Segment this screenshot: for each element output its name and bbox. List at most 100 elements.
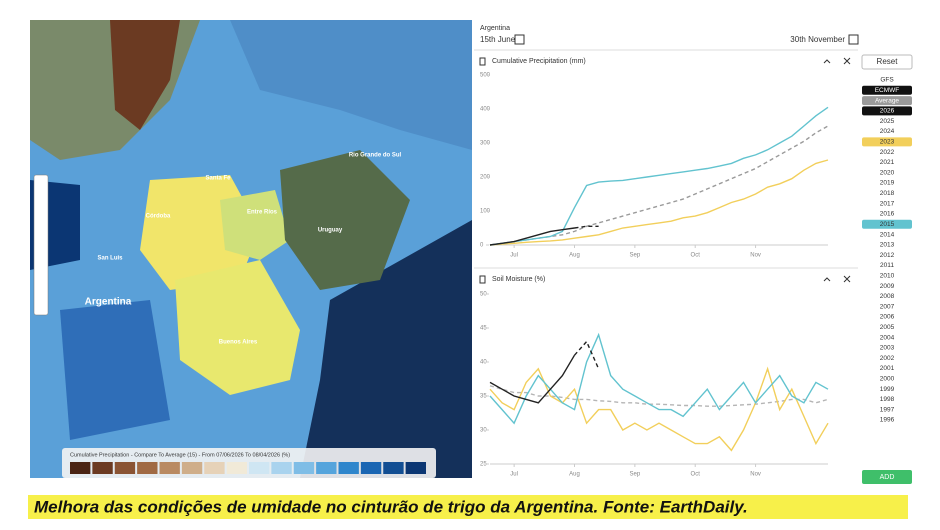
caption: Melhora das condições de umidade no cint…: [34, 497, 748, 516]
legend-swatch: [360, 462, 382, 474]
y-tick-label: 0: [480, 243, 484, 249]
dry-anomaly: [175, 260, 300, 395]
year-item[interactable]: 2014: [880, 231, 895, 238]
legend-swatch: [114, 462, 136, 474]
series-line: [489, 227, 575, 246]
year-item[interactable]: 2003: [880, 345, 895, 352]
legend-swatch: [383, 462, 404, 474]
collapse-icon[interactable]: [823, 277, 831, 282]
legend-swatch: [226, 462, 247, 474]
place-label: Uruguay: [318, 228, 343, 234]
x-tick-label: Oct: [691, 253, 701, 259]
calendar-icon[interactable]: [514, 34, 525, 45]
y-tick-label: 400: [480, 107, 491, 113]
year-item[interactable]: 2016: [880, 211, 895, 218]
year-item[interactable]: 1999: [880, 386, 895, 393]
year-item[interactable]: 2004: [880, 334, 895, 341]
year-item[interactable]: 2021: [880, 159, 895, 166]
y-tick-label: 100: [480, 209, 491, 215]
item-highlight[interactable]: [862, 96, 912, 106]
y-tick-label: 35: [480, 394, 487, 400]
legend-swatch: [159, 462, 180, 474]
x-tick-label: Nov: [750, 253, 761, 259]
start-date[interactable]: 15th June: [480, 35, 516, 44]
year-item[interactable]: 2018: [880, 190, 895, 197]
close-icon[interactable]: [843, 275, 851, 283]
year-item[interactable]: 2010: [880, 272, 895, 279]
year-item[interactable]: GFS: [880, 77, 894, 84]
close-icon[interactable]: [843, 57, 851, 65]
series-line: [489, 106, 829, 246]
place-label: Rio Grande do Sul: [349, 153, 402, 159]
year-item[interactable]: 2000: [880, 376, 895, 383]
item-highlight[interactable]: [862, 219, 912, 229]
place-label: Buenos Aires: [219, 340, 258, 346]
add-label[interactable]: ADD: [880, 474, 895, 481]
mixed-region: [220, 190, 290, 260]
series-line: [489, 366, 829, 452]
year-item[interactable]: 2013: [880, 242, 895, 249]
item-highlight[interactable]: [862, 106, 912, 116]
series-line: [489, 332, 829, 425]
year-item[interactable]: 1997: [880, 406, 895, 413]
year-item[interactable]: 1998: [880, 396, 895, 403]
x-tick-label: Jul: [510, 253, 518, 259]
reset-label[interactable]: Reset: [877, 57, 899, 66]
place-label: San Luis: [97, 256, 123, 262]
year-item[interactable]: ECMWF: [875, 87, 900, 94]
year-item[interactable]: 2007: [880, 303, 895, 310]
item-highlight[interactable]: [862, 85, 912, 95]
year-item[interactable]: 2012: [880, 252, 895, 259]
item-highlight[interactable]: [862, 137, 912, 147]
year-item[interactable]: Average: [875, 97, 899, 104]
calendar-icon[interactable]: [848, 34, 859, 45]
y-tick-label: 40: [480, 360, 487, 366]
year-item[interactable]: 2009: [880, 283, 895, 290]
year-item[interactable]: 2022: [880, 149, 895, 156]
year-item[interactable]: 2005: [880, 324, 895, 331]
y-tick-label: 200: [480, 175, 491, 181]
year-item[interactable]: 2002: [880, 355, 895, 362]
legend-swatch: [316, 462, 337, 474]
legend-swatch: [181, 462, 203, 474]
caption-highlight: [28, 495, 908, 519]
year-item[interactable]: 2026: [880, 108, 895, 115]
export-icon[interactable]: [479, 275, 486, 284]
year-item[interactable]: 2020: [880, 169, 895, 176]
year-item[interactable]: 2001: [880, 365, 895, 372]
x-tick-label: Oct: [691, 472, 701, 478]
dry-region: [110, 20, 180, 130]
year-item[interactable]: 1996: [880, 417, 895, 424]
legend-swatch: [92, 462, 113, 474]
year-item[interactable]: 2025: [880, 118, 895, 125]
place-label: Santa Fe: [205, 176, 231, 182]
chart-title: Cumulative Precipitation (mm): [492, 58, 586, 65]
export-icon[interactable]: [479, 57, 486, 66]
year-item[interactable]: 2008: [880, 293, 895, 300]
series-line: [489, 385, 829, 407]
x-tick-label: Sep: [630, 472, 641, 478]
collapse-icon[interactable]: [823, 59, 831, 64]
legend-swatch: [405, 462, 426, 474]
year-item[interactable]: 2006: [880, 314, 895, 321]
place-label: Argentina: [85, 297, 132, 308]
reset-button[interactable]: [861, 54, 913, 70]
y-tick-label: 45: [480, 326, 487, 332]
add-button[interactable]: [862, 470, 912, 484]
year-item[interactable]: 2023: [880, 139, 895, 146]
year-item[interactable]: 2024: [880, 128, 895, 135]
end-date[interactable]: 30th November: [790, 35, 845, 44]
x-tick-label: Aug: [569, 253, 580, 259]
legend-swatch: [70, 462, 91, 474]
year-item[interactable]: 2017: [880, 200, 895, 207]
year-item[interactable]: 2015: [880, 221, 895, 228]
x-tick-label: Nov: [750, 472, 761, 478]
uruguay-land: [280, 150, 410, 290]
legend-swatch: [204, 462, 225, 474]
year-item[interactable]: 2011: [880, 262, 894, 269]
year-item[interactable]: 2019: [880, 180, 895, 187]
brazil-region: [230, 20, 472, 150]
series-line: [489, 159, 829, 246]
toolbar[interactable]: [33, 174, 49, 316]
